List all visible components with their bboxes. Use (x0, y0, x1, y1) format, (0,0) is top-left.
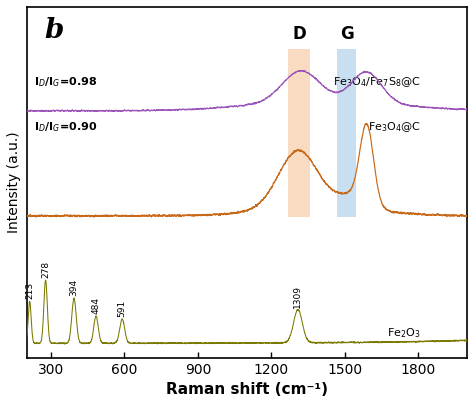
Text: I$_D$/I$_G$=0.90: I$_D$/I$_G$=0.90 (34, 120, 97, 134)
Text: Fe$_3$O$_4$@C: Fe$_3$O$_4$@C (367, 120, 420, 134)
X-axis label: Raman shift (cm⁻¹): Raman shift (cm⁻¹) (166, 382, 328, 397)
Text: Fe$_3$O$_4$/Fe$_7$S$_8$@C: Fe$_3$O$_4$/Fe$_7$S$_8$@C (333, 75, 420, 89)
Bar (288, 49, 310, 217)
Text: b: b (44, 17, 64, 44)
Text: 278: 278 (41, 261, 50, 278)
Bar (337, 49, 356, 217)
Text: 394: 394 (70, 279, 79, 296)
Text: G: G (340, 25, 354, 43)
Y-axis label: Intensity (a.u.): Intensity (a.u.) (7, 131, 21, 233)
Text: Fe$_2$O$_3$: Fe$_2$O$_3$ (387, 327, 420, 341)
Text: 213: 213 (25, 282, 34, 299)
Text: 484: 484 (91, 297, 100, 314)
Text: D: D (292, 25, 306, 43)
Text: 1309: 1309 (293, 285, 302, 308)
Text: 591: 591 (118, 300, 127, 317)
Text: I$_D$/I$_G$=0.98: I$_D$/I$_G$=0.98 (34, 75, 97, 89)
